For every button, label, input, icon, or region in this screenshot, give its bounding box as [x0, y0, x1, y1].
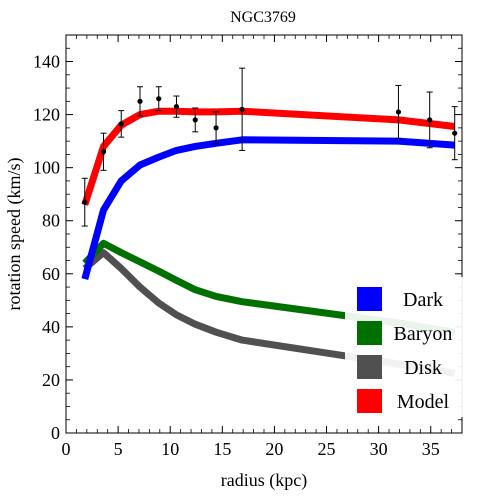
data-point — [81, 177, 88, 227]
legend-label-baryon: Baryon — [394, 323, 453, 345]
legend-swatch-baryon — [357, 321, 382, 345]
legend-swatch-dark — [357, 287, 382, 311]
data-point — [173, 95, 180, 118]
data-point — [192, 107, 199, 133]
x-tick-label: 10 — [161, 439, 179, 459]
legend: Dark Baryon Disk Model — [345, 277, 463, 417]
x-tick-label: 0 — [62, 439, 71, 459]
y-tick-label: 80 — [42, 211, 60, 231]
y-tick-label: 20 — [42, 370, 60, 390]
data-point-marker — [427, 117, 433, 123]
x-tick-label: 35 — [422, 439, 440, 459]
x-tick-label: 15 — [213, 439, 231, 459]
y-tick-label: 120 — [33, 105, 60, 125]
chart-title: NGC3769 — [230, 9, 296, 26]
data-point-marker — [82, 199, 88, 205]
data-point-marker — [156, 96, 162, 102]
y-tick-label: 40 — [42, 317, 60, 337]
x-tick-label: 25 — [318, 439, 336, 459]
y-axis-title: rotation speed (km/s) — [4, 158, 25, 311]
x-axis-title: radius (kpc) — [221, 470, 307, 491]
data-point-marker — [239, 106, 245, 112]
data-point-marker — [452, 130, 458, 136]
data-point — [426, 91, 433, 149]
data-point — [451, 106, 458, 161]
x-tick-label: 30 — [370, 439, 388, 459]
y-tick-label: 60 — [42, 264, 60, 284]
x-tick-label: 5 — [114, 439, 123, 459]
series-line-baryon — [82, 239, 456, 336]
legend-label-model: Model — [397, 391, 450, 413]
model-curves — [81, 107, 456, 377]
series-line-dark — [81, 136, 455, 281]
legend-swatch-model — [357, 389, 382, 413]
y-tick-label: 0 — [51, 423, 60, 443]
data-point — [136, 86, 143, 117]
data-point-marker — [137, 98, 143, 104]
y-tick-label: 100 — [33, 158, 60, 178]
series-line-model — [81, 107, 456, 206]
legend-label-disk: Disk — [404, 357, 442, 379]
data-point-marker — [192, 117, 198, 123]
data-point-marker — [100, 149, 107, 155]
data-point-marker — [173, 104, 180, 110]
y-tick-label: 140 — [33, 52, 60, 72]
data-point — [100, 132, 107, 171]
series-line-disk — [82, 249, 456, 377]
x-tick-label: 20 — [265, 439, 283, 459]
data-point — [155, 86, 162, 112]
observed-data-points — [81, 67, 458, 227]
data-point-marker — [395, 109, 402, 115]
legend-label-dark: Dark — [403, 289, 443, 311]
data-point-marker — [213, 125, 219, 131]
legend-swatch-disk — [357, 355, 382, 379]
data-point — [118, 110, 125, 138]
data-point — [395, 84, 402, 139]
data-point — [213, 111, 220, 145]
data-point-marker — [118, 121, 124, 127]
data-point — [239, 67, 246, 151]
